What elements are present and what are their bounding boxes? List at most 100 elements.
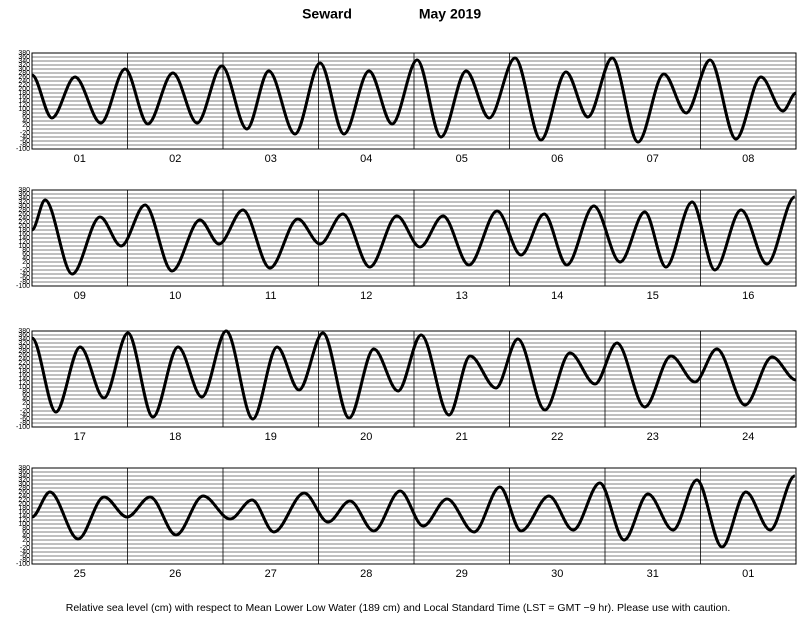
y-tick-label: 80	[22, 247, 30, 254]
y-tick-label: 240	[18, 356, 30, 363]
y-tick-label: -80	[20, 420, 30, 427]
y-tick-label: 280	[18, 207, 30, 214]
y-tick-label: 40	[22, 118, 30, 125]
y-tick-label: 120	[18, 517, 30, 524]
panel: 3803603403203002802602402202001801601401…	[16, 328, 797, 443]
y-tick-label: 0	[26, 541, 30, 548]
y-tick-label: -40	[20, 412, 30, 419]
y-tick-label: 20	[22, 400, 30, 407]
y-tick-label: 300	[18, 481, 30, 488]
y-tick-label: 220	[18, 219, 30, 226]
y-tick-label: 100	[18, 243, 30, 250]
day-label: 07	[647, 153, 659, 165]
y-tick-label: 260	[18, 489, 30, 496]
y-tick-label: -40	[20, 549, 30, 556]
y-tick-label: 280	[18, 485, 30, 492]
day-label: 12	[360, 290, 372, 302]
y-tick-label: 200	[18, 86, 30, 93]
y-tick-label: 240	[18, 493, 30, 500]
y-tick-label: -20	[20, 130, 30, 137]
y-tick-label: 20	[22, 537, 30, 544]
plot-frame	[31, 52, 797, 150]
tide-line	[30, 195, 796, 276]
day-label: 02	[169, 153, 181, 165]
y-tick-label: 320	[18, 199, 30, 206]
y-tick-label: 240	[18, 78, 30, 85]
y-tick-label: 100	[18, 106, 30, 113]
y-tick-label: 160	[18, 94, 30, 101]
day-label: 11	[265, 290, 276, 302]
y-tick-label: -100	[16, 283, 30, 290]
y-tick-label: 60	[22, 392, 30, 399]
y-tick-label: -100	[16, 561, 30, 568]
y-tick-label: 240	[18, 215, 30, 222]
y-tick-label: 40	[22, 533, 30, 540]
y-tick-label: -60	[20, 416, 30, 423]
day-label: 16	[742, 290, 754, 302]
y-tick-label: -40	[20, 271, 30, 278]
y-tick-label: 340	[18, 195, 30, 202]
y-tick-label: 380	[18, 187, 30, 194]
y-tick-label: -20	[20, 408, 30, 415]
y-tick-label: 100	[18, 384, 30, 391]
y-tick-label: 260	[18, 74, 30, 81]
y-tick-label: 0	[26, 126, 30, 133]
y-tick-label: 380	[18, 328, 30, 335]
day-label: 22	[551, 431, 563, 443]
panel: 3803603403203002802602402202001801601401…	[16, 187, 797, 302]
day-label: 08	[742, 153, 754, 165]
tide-line	[30, 329, 797, 421]
y-tick-label: 60	[22, 529, 30, 536]
footnote: Relative sea level (cm) with respect to …	[66, 602, 731, 614]
day-label: 01	[742, 568, 754, 580]
y-tick-label: 260	[18, 352, 30, 359]
y-tick-label: -40	[20, 134, 30, 141]
y-tick-label: 160	[18, 231, 30, 238]
y-tick-label: 20	[22, 259, 30, 266]
day-label: 01	[74, 153, 86, 165]
y-tick-label: 380	[18, 50, 30, 57]
y-tick-label: 280	[18, 70, 30, 77]
y-tick-label: 140	[18, 513, 30, 520]
day-label: 10	[169, 290, 181, 302]
y-tick-label: 120	[18, 102, 30, 109]
day-label: 31	[647, 568, 659, 580]
y-tick-label: -20	[20, 545, 30, 552]
day-label: 28	[360, 568, 372, 580]
day-label: 23	[647, 431, 659, 443]
y-tick-label: 300	[18, 344, 30, 351]
day-label: 15	[647, 290, 659, 302]
y-tick-label: -80	[20, 557, 30, 564]
day-label: 25	[74, 568, 86, 580]
y-tick-label: 80	[22, 388, 30, 395]
tide-line	[31, 56, 797, 144]
y-tick-label: 300	[18, 66, 30, 73]
plot-frame	[31, 189, 797, 287]
y-tick-label: 80	[22, 110, 30, 117]
y-tick-label: -20	[20, 267, 30, 274]
day-label: 06	[551, 153, 563, 165]
y-tick-label: 220	[18, 497, 30, 504]
y-tick-label: -80	[20, 142, 30, 149]
station-title: Seward	[302, 6, 352, 22]
y-tick-label: -100	[16, 424, 30, 431]
period-title: May 2019	[419, 6, 481, 22]
day-label: 29	[456, 568, 468, 580]
y-tick-label: -100	[16, 146, 30, 153]
y-tick-label: 180	[18, 227, 30, 234]
y-tick-label: 340	[18, 58, 30, 65]
y-tick-label: 360	[18, 332, 30, 339]
day-label: 30	[551, 568, 563, 580]
y-tick-label: -60	[20, 553, 30, 560]
day-label: 19	[265, 431, 277, 443]
y-tick-label: 360	[18, 54, 30, 61]
y-tick-label: 140	[18, 376, 30, 383]
tide-line	[31, 474, 796, 549]
y-tick-label: 40	[22, 396, 30, 403]
y-tick-label: 80	[22, 525, 30, 532]
y-tick-label: 140	[18, 235, 30, 242]
day-label: 24	[742, 431, 754, 443]
day-label: 21	[456, 431, 468, 443]
y-tick-label: 180	[18, 368, 30, 375]
y-tick-label: 360	[18, 191, 30, 198]
